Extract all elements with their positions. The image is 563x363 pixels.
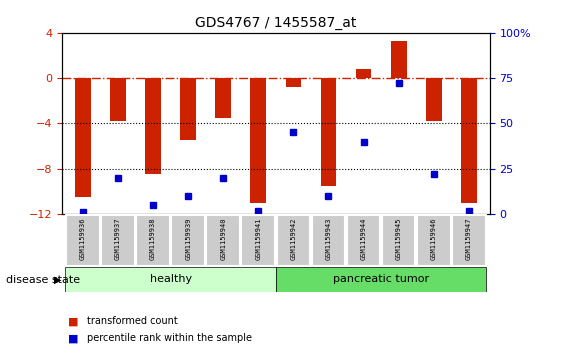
Bar [356, 69, 372, 78]
Text: GSM1159946: GSM1159946 [431, 217, 437, 260]
Bar [285, 78, 301, 87]
Text: GSM1159947: GSM1159947 [466, 217, 472, 260]
Text: disease state: disease state [6, 275, 80, 285]
FancyBboxPatch shape [417, 215, 450, 266]
FancyBboxPatch shape [312, 215, 345, 266]
Text: GSM1159939: GSM1159939 [185, 217, 191, 260]
Text: percentile rank within the sample: percentile rank within the sample [87, 333, 252, 343]
Bar [251, 78, 266, 203]
Bar [426, 78, 441, 121]
Text: GSM1159941: GSM1159941 [256, 217, 261, 260]
Text: GSM1159942: GSM1159942 [291, 217, 296, 260]
Bar [391, 41, 406, 78]
Bar [216, 78, 231, 118]
Bar [110, 78, 126, 121]
Text: ■: ■ [68, 316, 78, 326]
Bar [145, 78, 161, 175]
Text: ■: ■ [68, 333, 78, 343]
FancyBboxPatch shape [242, 215, 275, 266]
FancyBboxPatch shape [101, 215, 135, 266]
Text: healthy: healthy [150, 274, 192, 284]
Text: GSM1159940: GSM1159940 [220, 217, 226, 260]
FancyBboxPatch shape [452, 215, 486, 266]
FancyBboxPatch shape [171, 215, 205, 266]
FancyBboxPatch shape [136, 215, 170, 266]
Title: GDS4767 / 1455587_at: GDS4767 / 1455587_at [195, 16, 356, 30]
FancyBboxPatch shape [347, 215, 381, 266]
Text: GSM1159945: GSM1159945 [396, 217, 401, 260]
Text: pancreatic tumor: pancreatic tumor [333, 274, 429, 284]
Bar [320, 78, 336, 186]
FancyBboxPatch shape [66, 215, 100, 266]
Bar [180, 78, 196, 140]
Text: GSM1159936: GSM1159936 [80, 217, 86, 260]
FancyBboxPatch shape [382, 215, 415, 266]
FancyBboxPatch shape [276, 266, 486, 292]
FancyBboxPatch shape [207, 215, 240, 266]
Text: GSM1159937: GSM1159937 [115, 217, 121, 260]
Text: GSM1159944: GSM1159944 [360, 217, 367, 260]
FancyBboxPatch shape [276, 215, 310, 266]
Text: GSM1159943: GSM1159943 [325, 217, 332, 260]
Bar [461, 78, 477, 203]
Text: ▶: ▶ [53, 275, 61, 285]
FancyBboxPatch shape [65, 266, 276, 292]
Text: GSM1159938: GSM1159938 [150, 217, 156, 260]
Text: transformed count: transformed count [87, 316, 178, 326]
Bar [75, 78, 91, 197]
